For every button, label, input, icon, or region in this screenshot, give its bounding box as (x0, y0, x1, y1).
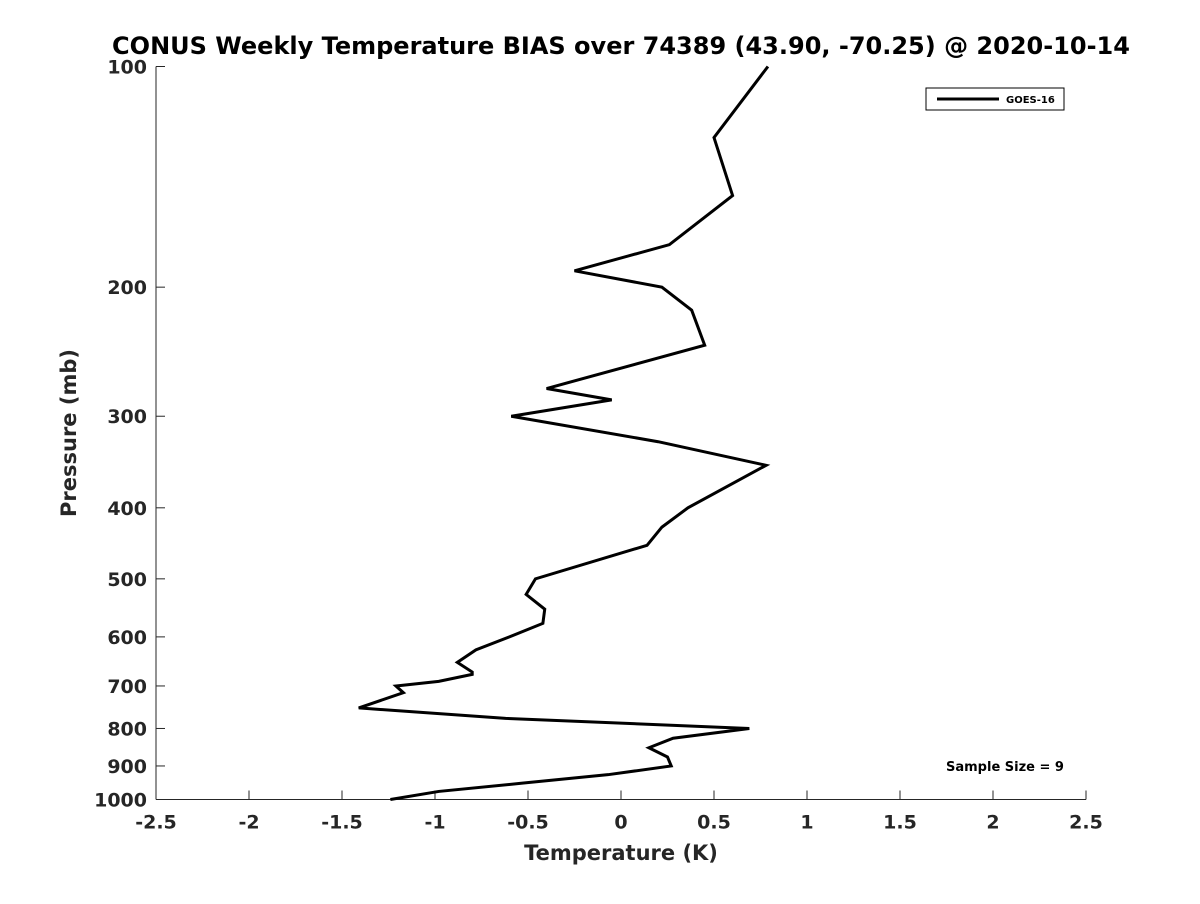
series-line-goes-16 (358, 65, 771, 801)
x-tick-label: -2.5 (135, 812, 177, 834)
y-tick-label: 100 (107, 57, 147, 79)
y-tick-label: 400 (107, 498, 147, 520)
x-tick-label: 1.5 (883, 812, 917, 834)
y-tick-label: 1000 (94, 790, 147, 812)
chart-title: CONUS Weekly Temperature BIAS over 74389… (112, 32, 1130, 60)
y-axis-ticks: 100 200 300 400 500 600 700 800 900 1000 (94, 57, 165, 812)
x-tick-label: 0 (614, 812, 627, 834)
legend-label: GOES-16 (1006, 95, 1055, 106)
plot-area (155, 66, 1086, 800)
y-tick-label: 600 (107, 627, 147, 649)
x-tick-label: -2 (238, 812, 259, 834)
sample-size-annotation: Sample Size = 9 (946, 760, 1064, 775)
x-tick-label: -1.5 (321, 812, 363, 834)
legend: GOES-16 (925, 87, 1065, 111)
y-axis-label: Pressure (mb) (57, 349, 81, 517)
x-tick-label: -0.5 (507, 812, 549, 834)
y-tick-label: 700 (107, 676, 147, 698)
y-tick-label: 200 (107, 277, 147, 299)
y-tick-label: 500 (107, 569, 147, 591)
series-layer (358, 65, 771, 801)
y-tick-label: 800 (107, 718, 147, 740)
x-tick-label: -1 (424, 812, 445, 834)
x-tick-label: 2 (986, 812, 999, 834)
y-tick-label: 300 (107, 406, 147, 428)
x-axis-label: Temperature (K) (524, 841, 718, 865)
x-tick-label: 2.5 (1069, 812, 1103, 834)
x-axis-ticks: -2.5 -2 -1.5 -1 -0.5 0 0.5 1 1.5 2 2.5 (135, 790, 1103, 834)
x-tick-label: 1 (800, 812, 813, 834)
x-tick-label: 0.5 (697, 812, 731, 834)
y-tick-label: 900 (107, 756, 147, 778)
